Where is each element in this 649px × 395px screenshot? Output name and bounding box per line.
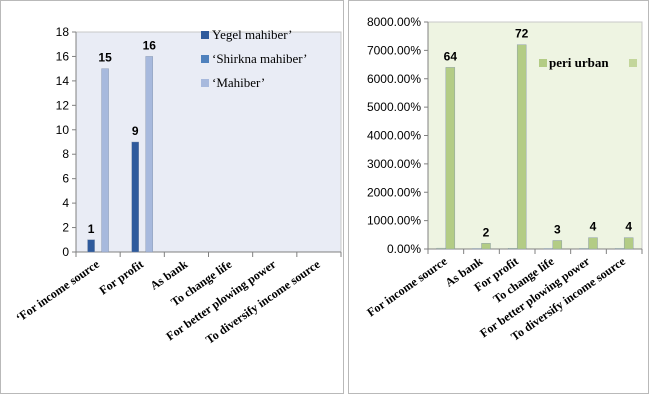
y-tick-label: 6000.00% (367, 72, 421, 86)
bar (624, 238, 633, 249)
bar (102, 69, 109, 252)
bar (517, 45, 526, 249)
y-tick-label: 8000.00% (367, 15, 421, 29)
bar (589, 238, 598, 249)
y-tick-label: 18 (56, 25, 70, 39)
y-tick-label: 4 (62, 196, 69, 210)
y-tick-label: 2 (62, 221, 69, 235)
left-chart-panel: 0 2 4 6 8 10 12 14 16 18 1 15 ‘For income source 9 16 F… (0, 0, 344, 394)
y-tick-label: 8 (62, 147, 69, 161)
y-tick-label: 7000.00% (367, 43, 421, 57)
legend-swatch (201, 55, 209, 63)
y-tick-label: 0 (62, 245, 69, 259)
data-label: 4 (590, 220, 597, 234)
y-tick-label: 2000.00% (367, 185, 421, 199)
bar (88, 240, 95, 252)
right-bar-chart: 0.00% 1000.00% 2000.00% 3000.00% 4000.00% 500… (349, 1, 649, 395)
data-label: 64 (444, 49, 458, 63)
bar (132, 142, 139, 252)
x-category-label: For income source (364, 254, 450, 320)
data-label: 15 (98, 51, 112, 65)
data-label: 3 (554, 222, 561, 236)
x-category-label: ‘For income source (13, 257, 102, 325)
bar (437, 248, 446, 249)
data-label: 2 (483, 225, 490, 239)
y-tick-label: 0.00% (387, 242, 421, 256)
data-label: 72 (515, 27, 529, 41)
data-label: 9 (132, 124, 139, 138)
data-label: 4 (625, 220, 632, 234)
legend-swatch (201, 79, 209, 87)
plot-area (428, 22, 642, 249)
legend-swatch (201, 31, 209, 39)
legend-swatch (539, 59, 547, 67)
y-tick-label: 1000.00% (367, 214, 421, 228)
y-tick-label: 16 (56, 49, 70, 63)
legend-label: peri urban (549, 55, 609, 70)
bar (482, 243, 491, 249)
data-label: 16 (143, 38, 157, 52)
bar (615, 248, 624, 249)
legend-label: ‘Shirkna mahiber’ (212, 51, 307, 66)
bar (146, 56, 153, 252)
bar (446, 67, 455, 249)
y-tick-label: 3000.00% (367, 157, 421, 171)
legend-label: Yegel mahiber’ (212, 27, 292, 42)
bar (553, 240, 562, 249)
data-label: 1 (88, 222, 95, 236)
y-tick-label: 14 (56, 74, 70, 88)
y-tick-label: 5000.00% (367, 100, 421, 114)
y-tick-label: 6 (62, 172, 69, 186)
x-category-label: For profit (97, 257, 146, 297)
legend-label: ‘Mahiber’ (212, 75, 265, 90)
y-tick-label: 10 (56, 123, 70, 137)
bar (508, 248, 517, 249)
y-tick-label: 4000.00% (367, 129, 421, 143)
bar (580, 248, 589, 249)
left-bar-chart: 0 2 4 6 8 10 12 14 16 18 1 15 ‘For income source 9 16 F… (1, 1, 345, 395)
legend-swatch (629, 59, 637, 67)
right-chart-panel: 0.00% 1000.00% 2000.00% 3000.00% 4000.00% 500… (348, 0, 649, 394)
y-tick-label: 12 (56, 98, 70, 112)
